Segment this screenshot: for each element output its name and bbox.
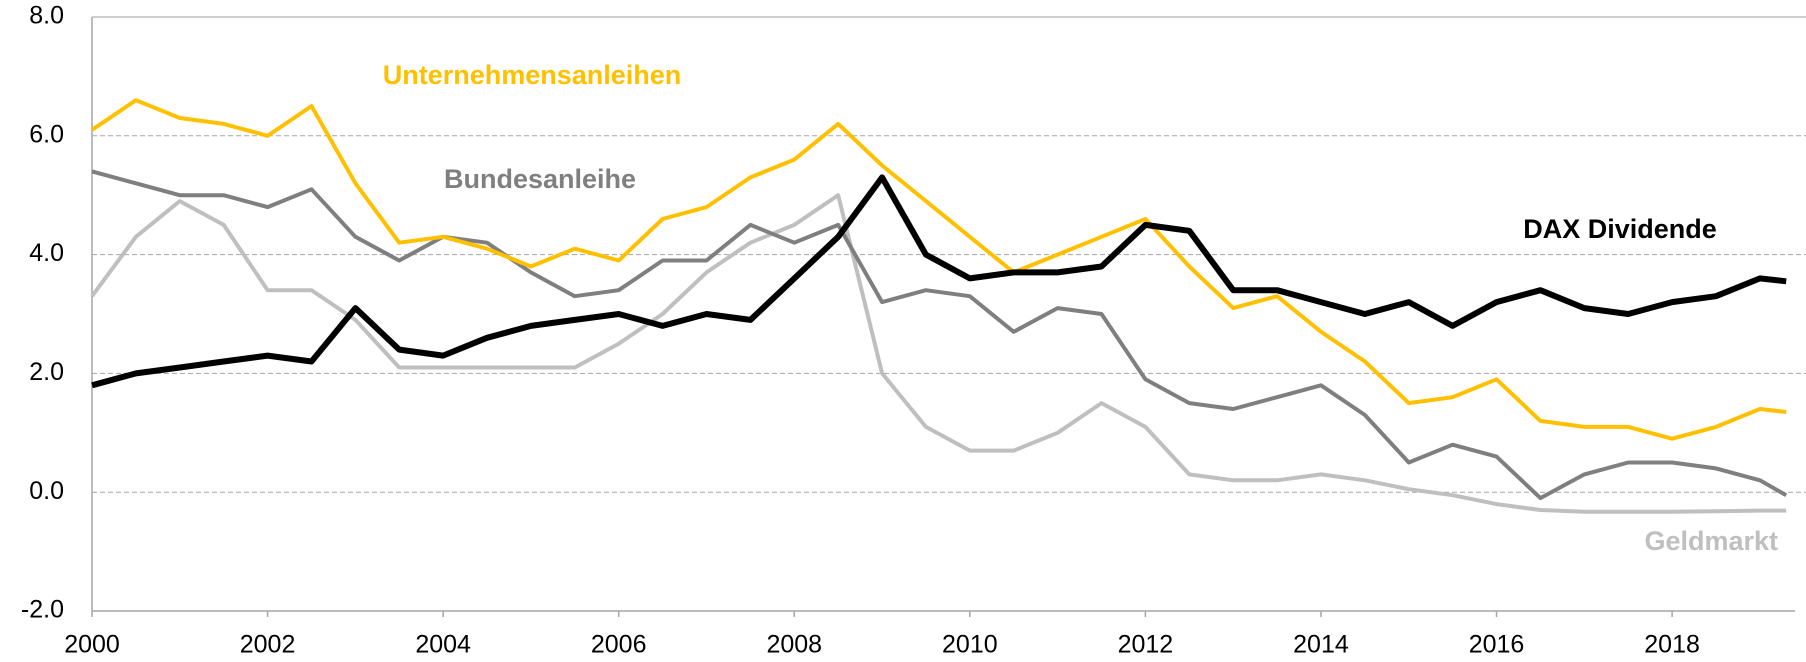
x-tick-label: 2018 [1644, 631, 1700, 659]
y-tick-label: 0.0 [29, 477, 64, 505]
series-line [90, 193, 1787, 514]
series-line [90, 98, 1787, 441]
y-tick-label: 2.0 [29, 358, 64, 386]
x-tick-label: 2012 [1118, 631, 1174, 659]
y-tick-label: 8.0 [29, 2, 64, 30]
x-tick-label: 2008 [766, 631, 822, 659]
x-tick-label: 2002 [240, 631, 296, 659]
y-tick-label: 4.0 [29, 239, 64, 267]
x-tick-label: 2014 [1293, 631, 1349, 659]
x-tick-label: 2006 [591, 631, 647, 659]
x-tick-label: 2004 [415, 631, 471, 659]
series-label: Geldmarkt [1644, 526, 1778, 556]
x-tick-label: 2016 [1469, 631, 1525, 659]
x-tick-label: 2000 [64, 631, 120, 659]
x-tick-label: 2010 [942, 631, 998, 659]
series-line [91, 174, 1787, 389]
y-tick-label: 6.0 [29, 120, 64, 148]
series-label: Unternehmensanleihen [383, 60, 682, 90]
series-label: Bundesanleihe [444, 164, 636, 194]
y-tick-label: -2.0 [21, 596, 64, 624]
series-label: DAX Dividende [1523, 214, 1717, 244]
series-line [91, 169, 1788, 501]
